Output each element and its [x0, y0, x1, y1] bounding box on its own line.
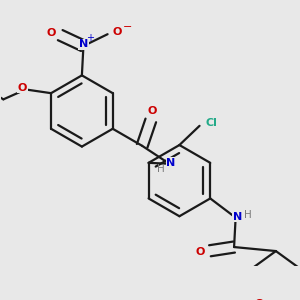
Text: +: +: [86, 33, 94, 43]
Text: O: O: [195, 247, 205, 257]
Text: N: N: [166, 158, 176, 167]
Text: Cl: Cl: [206, 118, 217, 128]
Text: H: H: [157, 164, 165, 174]
Text: O: O: [147, 106, 157, 116]
Text: N: N: [232, 212, 242, 222]
Text: −: −: [123, 22, 132, 32]
Text: O: O: [255, 299, 264, 300]
Text: O: O: [47, 28, 56, 38]
Text: O: O: [18, 83, 27, 93]
Text: O: O: [113, 27, 122, 37]
Text: N: N: [79, 39, 88, 50]
Text: H: H: [244, 209, 251, 220]
